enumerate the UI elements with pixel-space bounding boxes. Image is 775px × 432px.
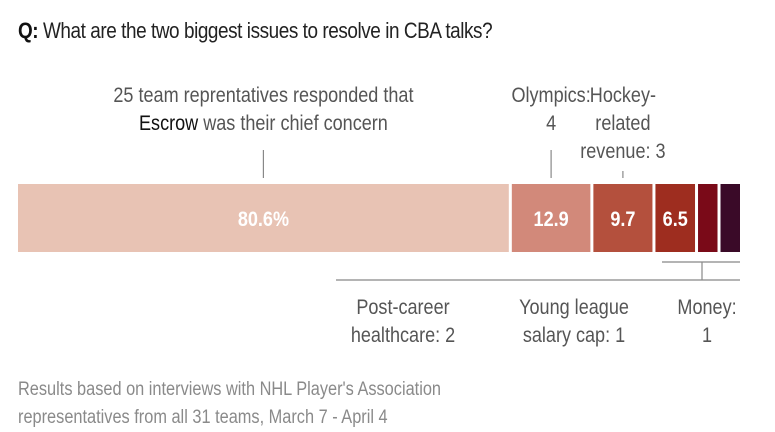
question-prefix: Q: [18,18,39,43]
bottom-annotation-3-line-2: 1 [702,324,712,348]
footnote: Results based on interviews with NHL Pla… [18,376,441,432]
question-text: What are the two biggest issues to resol… [43,18,493,43]
top-annotation-2-line-1: Olympics: [511,84,590,108]
bar-value-label-1: 80.6% [238,208,289,232]
top-annotation-3-line-2: related [595,112,650,136]
footnote-line-1: Results based on interviews with NHL Pla… [18,379,442,400]
bar-segment-2 [511,184,591,252]
top-annotation-1-line-1: 25 team reprentatives responded that [113,84,414,108]
bar-segment-4 [655,184,696,252]
bar-segment-1 [18,184,509,252]
chart-question: Q: What are the two biggest issues to re… [18,18,493,44]
bottom-annotation-3-line-1: Money: [677,296,736,320]
bottom-annotation-2-line-1: Young league [519,296,629,320]
bottom-annotation-1-line-2: healthcare: 2 [351,324,455,348]
bar-segment-6 [720,184,740,252]
bar-segment-5 [698,184,718,252]
top-annotation-3-line-1: Hockey- [590,84,656,108]
bottom-annotation-2-line-2: salary cap: 1 [523,324,625,348]
bar-value-label-4: 6.5 [663,208,688,232]
bar-segment-3 [593,184,653,252]
bottom-annotation-1-line-1: Post-career [356,296,450,320]
top-annotation-2-line-2: 4 [546,112,556,136]
top-annotation-1-line-2: Escrow was their chief concern [139,112,388,136]
top-annotation-3-line-3: revenue: 3 [580,140,665,164]
bar-value-label-2: 12.9 [534,208,569,232]
footnote-line-2: representatives from all 31 teams, March… [18,407,388,428]
bar-value-label-3: 9.7 [610,208,635,232]
